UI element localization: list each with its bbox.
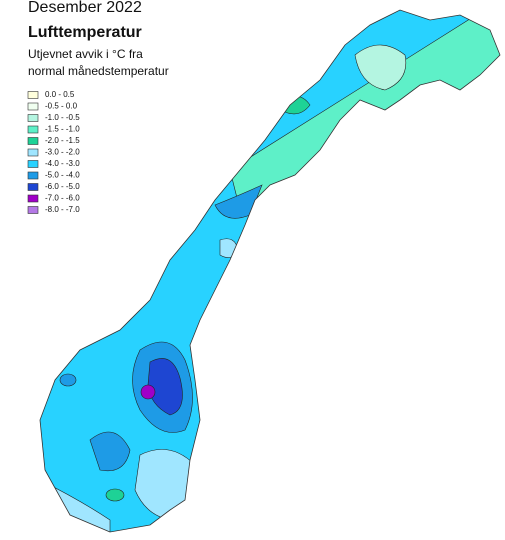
zone-medium-coast xyxy=(59,373,77,387)
zone-green-south xyxy=(105,488,125,502)
legend-label: -1.5 - -1.0 xyxy=(45,125,80,134)
legend-swatch xyxy=(27,102,39,111)
legend-label: -4.0 - -3.0 xyxy=(45,159,80,168)
legend-label: -7.0 - -6.0 xyxy=(45,194,80,203)
legend: 0.0 - 0.5 -0.5 - 0.0 -1.0 - -0.5 -1.5 - -1.… xyxy=(27,90,80,214)
zone-finnmark xyxy=(354,44,407,91)
legend-label: -3.0 - -2.0 xyxy=(45,148,80,157)
legend-label: -0.5 - 0.0 xyxy=(45,102,78,111)
legend-swatch xyxy=(27,206,39,214)
legend-swatch xyxy=(27,183,39,191)
zone-purple xyxy=(140,384,156,400)
subtitle: normal månedstemperatur xyxy=(28,64,169,78)
zone-dark xyxy=(147,358,183,416)
legend-swatch xyxy=(27,171,39,180)
title: Lufttemperatur xyxy=(28,24,142,41)
legend-swatch xyxy=(27,194,39,203)
legend-label: -5.0 - -4.0 xyxy=(45,171,80,180)
zone-medium-west xyxy=(89,431,131,472)
legend-label: -8.0 - -7.0 xyxy=(45,205,80,214)
period: Desember 2022 xyxy=(28,0,142,16)
legend-label: -2.0 - -1.5 xyxy=(45,136,80,145)
legend-label: 0.0 - 0.5 xyxy=(45,90,75,99)
legend-swatch xyxy=(27,160,39,168)
subtitle: Utjevnet avvik i °C fra xyxy=(28,47,143,61)
legend-label: -1.0 - -0.5 xyxy=(45,113,80,122)
legend-swatch xyxy=(27,125,39,134)
legend-label: -6.0 - -5.0 xyxy=(45,182,80,191)
legend-swatch xyxy=(27,91,39,99)
legend-swatch xyxy=(27,137,39,145)
legend-swatch xyxy=(27,114,39,122)
legend-swatch xyxy=(27,148,39,157)
